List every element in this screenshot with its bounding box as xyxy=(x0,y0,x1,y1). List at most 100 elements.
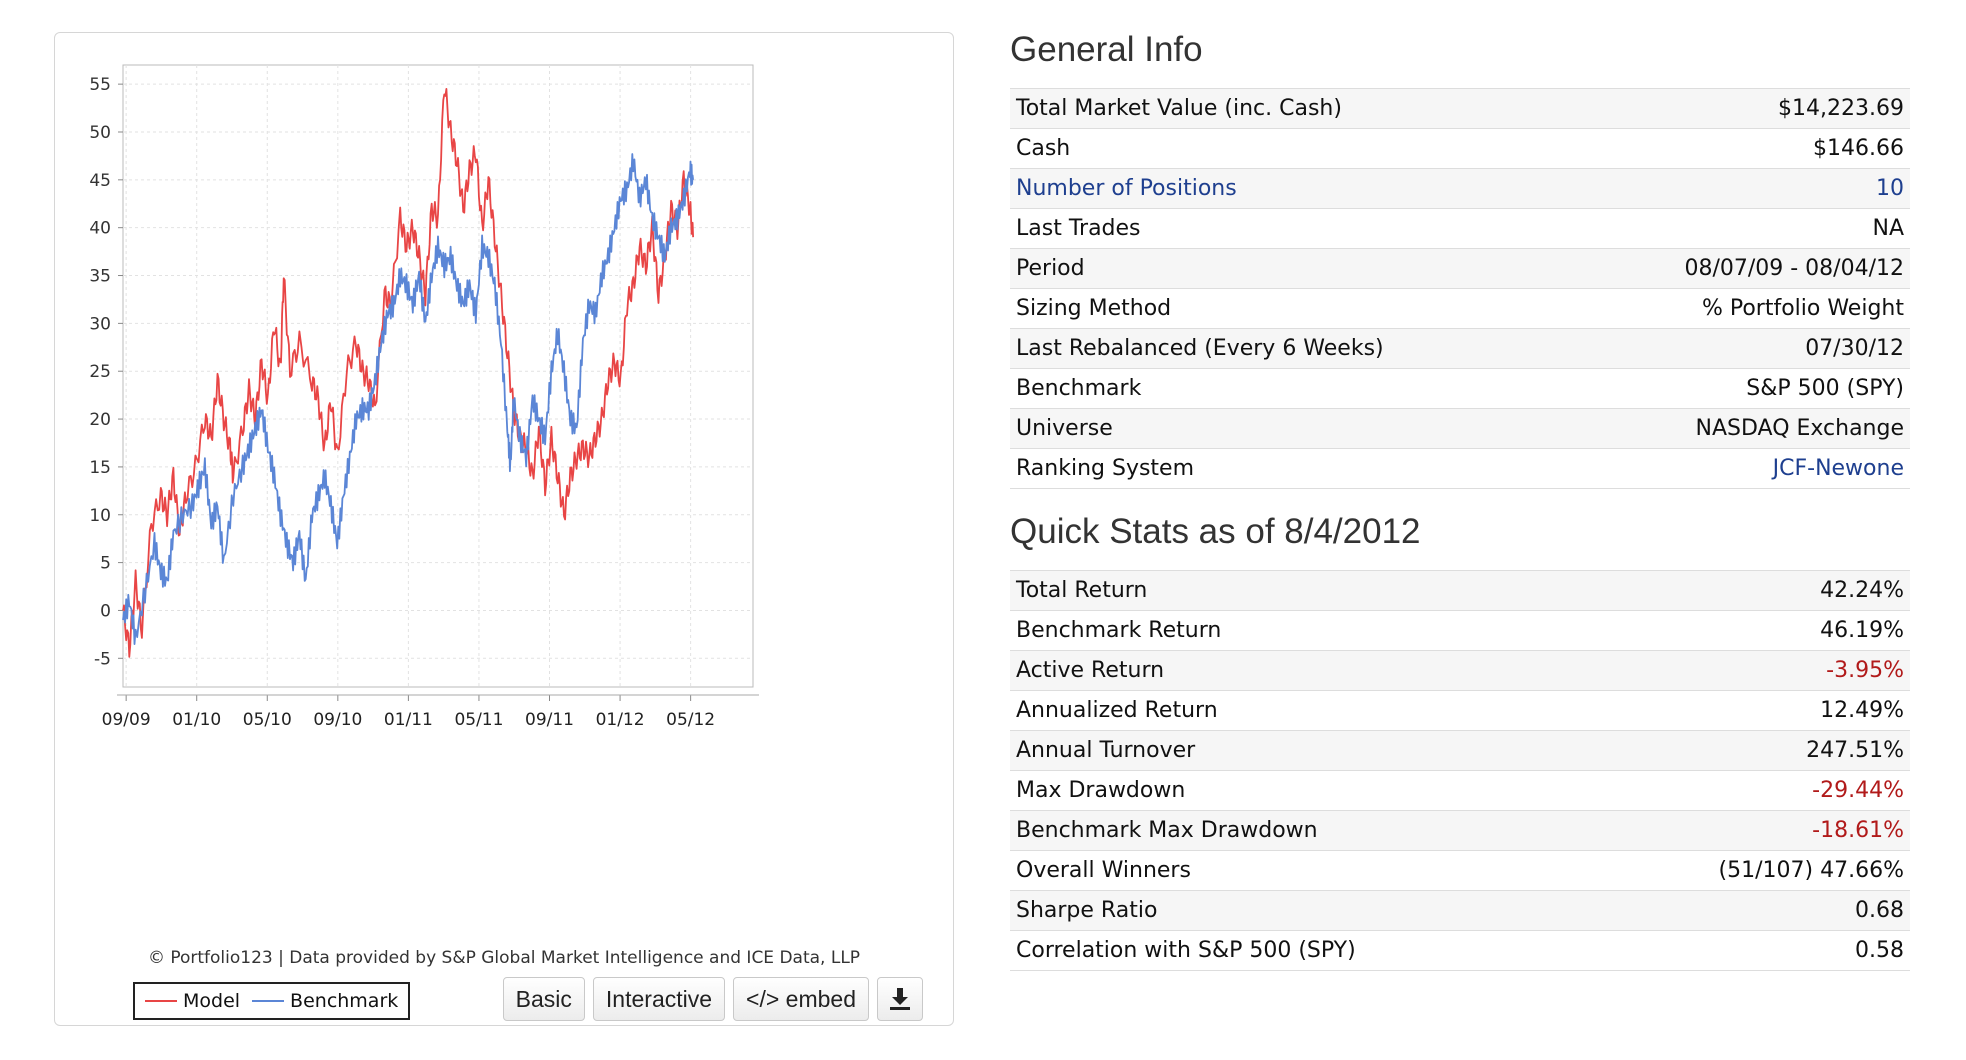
qs-label: Benchmark Return xyxy=(1010,610,1587,651)
gi-label: Ranking System xyxy=(1010,448,1570,489)
general-info-table: Total Market Value (inc. Cash) $14,223.69… xyxy=(1010,88,1910,489)
gi-value[interactable]: 10 xyxy=(1569,168,1910,209)
gi-value: $14,223.69 xyxy=(1569,88,1910,129)
gi-value: S&P 500 (SPY) xyxy=(1569,368,1910,409)
gi-row: Period 08/07/09 - 08/04/12 xyxy=(1010,248,1910,289)
y-tick-label: 15 xyxy=(89,458,111,478)
benchmark-legend-swatch xyxy=(252,1000,285,1002)
gi-label: Last Trades xyxy=(1010,208,1570,249)
qs-row: Annual Turnover 247.51% xyxy=(1010,730,1910,771)
gi-row: Benchmark S&P 500 (SPY) xyxy=(1010,368,1910,409)
qs-label: Annualized Return xyxy=(1010,690,1587,731)
qs-label: Overall Winners xyxy=(1010,850,1587,891)
y-tick-label: 35 xyxy=(89,267,111,287)
qs-row: Active Return -3.95% xyxy=(1010,650,1910,691)
x-tick-label: 05/12 xyxy=(666,710,715,730)
gi-row: Last Trades NA xyxy=(1010,208,1910,249)
y-tick-label: 50 xyxy=(89,123,111,143)
qs-row: Benchmark Max Drawdown -18.61% xyxy=(1010,810,1910,851)
gi-value[interactable]: JCF-Newone xyxy=(1569,448,1910,489)
y-tick-label: 5 xyxy=(100,554,111,574)
qs-row: Annualized Return 12.49% xyxy=(1010,690,1910,731)
chart-credit: © Portfolio123 | Data provided by S&P Gl… xyxy=(147,948,861,968)
x-tick-label: 09/09 xyxy=(102,710,151,730)
x-tick-label: 05/10 xyxy=(243,710,292,730)
gi-row: Sizing Method% Portfolio Weight xyxy=(1010,288,1910,329)
y-tick-label: 0 xyxy=(100,601,111,621)
gi-label: Total Market Value (inc. Cash) xyxy=(1010,88,1570,129)
qs-label: Sharpe Ratio xyxy=(1010,890,1587,931)
chart-legend: Model Benchmark xyxy=(133,982,411,1020)
x-tick-label: 09/11 xyxy=(525,710,574,730)
gi-label: Universe xyxy=(1010,408,1570,449)
gi-label: Benchmark xyxy=(1010,368,1570,409)
gi-label: Last Rebalanced (Every 6 Weeks) xyxy=(1010,328,1570,369)
download-icon xyxy=(890,988,910,1010)
gi-label: Sizing Method xyxy=(1010,288,1570,329)
quick-stats-title: Quick Stats as of 8/4/2012 xyxy=(1010,512,1421,551)
benchmark-series-line xyxy=(122,153,694,645)
y-tick-label: 20 xyxy=(89,410,111,430)
y-tick-label: 25 xyxy=(89,362,111,382)
gi-row: Last Rebalanced (Every 6 Weeks) 07/30/12 xyxy=(1010,328,1910,369)
gi-value: 08/07/09 - 08/04/12 xyxy=(1569,248,1910,289)
qs-value: (51/107) 47.66% xyxy=(1586,850,1910,891)
x-tick-label: 01/11 xyxy=(384,710,433,730)
x-tick-label: 09/10 xyxy=(313,710,362,730)
gi-row: Ranking System JCF-Newone xyxy=(1010,448,1910,489)
qs-label: Benchmark Max Drawdown xyxy=(1010,810,1587,851)
x-tick-label: 01/10 xyxy=(172,710,221,730)
gi-value: $146.66 xyxy=(1569,128,1910,169)
gi-value: 07/30/12 xyxy=(1569,328,1910,369)
gi-row: Total Market Value (inc. Cash) $14,223.69 xyxy=(1010,88,1910,129)
x-tick-label: 05/11 xyxy=(454,710,503,730)
qs-value: -18.61% xyxy=(1586,810,1910,851)
quick-stats-table: Total Return 42.24% Benchmark Return 46.19%… xyxy=(1010,570,1910,971)
basic-button[interactable]: Basic xyxy=(502,977,585,1021)
qs-value: -29.44% xyxy=(1586,770,1910,811)
y-tick-label: 55 xyxy=(89,75,111,95)
qs-value: 0.68 xyxy=(1586,890,1910,931)
qs-row: Benchmark Return 46.19% xyxy=(1010,610,1910,651)
qs-row: Sharpe Ratio 0.68 xyxy=(1010,890,1910,931)
gi-label[interactable]: Number of Positions xyxy=(1010,168,1570,209)
qs-label: Max Drawdown xyxy=(1010,770,1587,811)
gi-row: Number of Positions 10 xyxy=(1010,168,1910,209)
qs-row: Overall Winners (51/107) 47.66% xyxy=(1010,850,1910,891)
qs-row: Max Drawdown -29.44% xyxy=(1010,770,1910,811)
qs-value: 247.51% xyxy=(1586,730,1910,771)
qs-value: 12.49% xyxy=(1586,690,1910,731)
qs-label: Total Return xyxy=(1010,570,1587,611)
download-button[interactable] xyxy=(877,977,923,1021)
general-info-title: General Info xyxy=(1010,30,1203,69)
qs-label: Annual Turnover xyxy=(1010,730,1587,771)
qs-row: Correlation with S&P 500 (SPY) 0.58 xyxy=(1010,930,1910,971)
qs-value: 0.58 xyxy=(1586,930,1910,971)
y-tick-label: 10 xyxy=(89,506,111,526)
model-legend-swatch xyxy=(145,1000,177,1002)
gi-value: NASDAQ Exchange xyxy=(1569,408,1910,449)
model-series-line xyxy=(122,88,694,658)
gi-value: % Portfolio Weight xyxy=(1569,288,1910,329)
chart-toolbar: Basic Interactive </> embed xyxy=(502,977,923,1021)
plot-area xyxy=(122,64,754,688)
gi-label: Cash xyxy=(1010,128,1570,169)
interactive-button[interactable]: Interactive xyxy=(592,977,726,1021)
gi-value: NA xyxy=(1569,208,1910,249)
y-tick-label: 45 xyxy=(89,171,111,191)
qs-value: -3.95% xyxy=(1586,650,1910,691)
qs-label: Correlation with S&P 500 (SPY) xyxy=(1010,930,1587,971)
gi-row: Cash $146.66 xyxy=(1010,128,1910,169)
qs-label: Active Return xyxy=(1010,650,1587,691)
y-tick-label: 30 xyxy=(89,314,111,334)
model-legend-label: Model xyxy=(183,990,241,1012)
gi-label: Period xyxy=(1010,248,1570,289)
qs-row: Total Return 42.24% xyxy=(1010,570,1910,611)
chart-panel: 55 50 45 40 35 30 25 20 15 10 5 0 -5 09/09 01/10 05/10 0… xyxy=(54,32,954,1026)
x-tick-label: 01/12 xyxy=(596,710,645,730)
qs-value: 42.24% xyxy=(1586,570,1910,611)
qs-value: 46.19% xyxy=(1586,610,1910,651)
embed-button[interactable]: </> embed xyxy=(733,977,869,1021)
gi-row: Universe NASDAQ Exchange xyxy=(1010,408,1910,449)
